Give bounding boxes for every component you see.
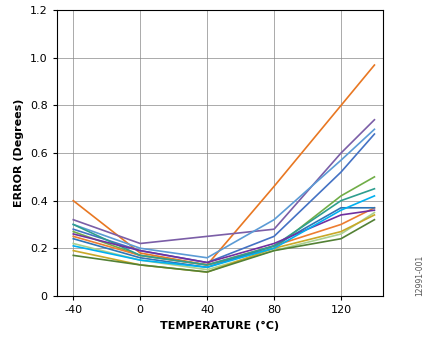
X-axis label: TEMPERATURE (°C): TEMPERATURE (°C) [160, 320, 279, 331]
Y-axis label: ERROR (Degrees): ERROR (Degrees) [14, 99, 24, 207]
Text: 12991-001: 12991-001 [414, 255, 423, 296]
